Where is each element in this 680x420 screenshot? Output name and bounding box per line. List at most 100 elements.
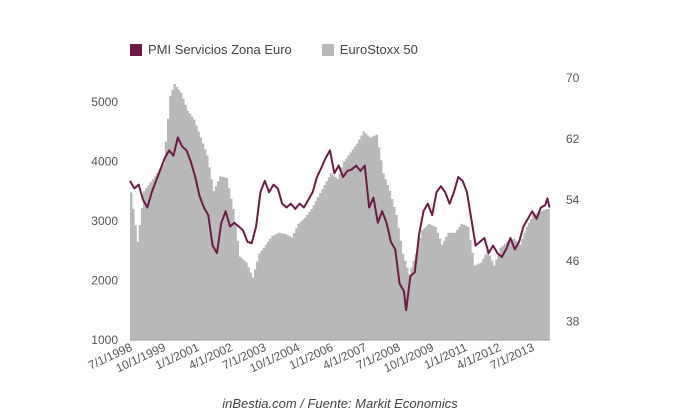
eurostoxx-bar (412, 260, 416, 340)
eurostoxx-bar (460, 223, 463, 340)
eurostoxx-bar (408, 274, 411, 340)
eurostoxx-bar (495, 259, 498, 340)
eurostoxx-bar (366, 135, 370, 340)
eurostoxx-bar (419, 237, 422, 340)
eurostoxx-bar (338, 173, 342, 340)
eurostoxx-bar (456, 229, 459, 340)
eurostoxx-bar (199, 137, 203, 340)
eurostoxx-bar (325, 181, 329, 340)
eurostoxx-bar (360, 135, 363, 340)
eurostoxx-bar (208, 167, 211, 340)
eurostoxx-bar (332, 175, 335, 340)
eurostoxx-bar (436, 232, 439, 340)
eurostoxx-bar (540, 210, 544, 340)
eurostoxx-bar (164, 141, 168, 340)
eurostoxx-bar (477, 263, 481, 340)
y-right-tick-label: 70 (566, 71, 580, 85)
eurostoxx-bar (345, 158, 348, 340)
eurostoxx-bar (214, 186, 218, 340)
eurostoxx-bar (349, 152, 353, 340)
eurostoxx-bar (262, 247, 266, 340)
eurostoxx-bar (384, 179, 387, 340)
legend-item-pmi: PMI Servicios Zona Euro (130, 42, 292, 57)
eurostoxx-bar (543, 209, 546, 340)
eurostoxx-bar (519, 244, 522, 340)
eurostoxx-bar (434, 226, 437, 340)
eurostoxx-bar (143, 191, 146, 340)
eurostoxx-bar (162, 164, 166, 340)
eurostoxx-bar (253, 269, 257, 340)
eurostoxx-bar (266, 241, 270, 340)
eurostoxx-bar (506, 241, 509, 340)
eurostoxx-bar (301, 219, 305, 340)
eurostoxx-bar (280, 233, 283, 340)
eurostoxx-bar (464, 225, 468, 340)
eurostoxx-bar (243, 260, 246, 340)
eurostoxx-bar (523, 232, 526, 340)
pmi-line (129, 136, 551, 312)
eurostoxx-bar (393, 207, 396, 340)
eurostoxx-bar (140, 208, 144, 340)
eurostoxx-bar (186, 110, 189, 340)
eurostoxx-bar (284, 234, 287, 340)
eurostoxx-bar (380, 160, 383, 340)
eurostoxx-bar (497, 253, 500, 340)
eurostoxx-bar (201, 143, 205, 340)
eurostoxx-bar (351, 149, 355, 340)
eurostoxx-bar (238, 256, 242, 340)
eurostoxx-bar (410, 267, 413, 340)
eurostoxx-bar (425, 225, 429, 340)
eurostoxx-bar (336, 179, 339, 340)
legend-label-pmi: PMI Servicios Zona Euro (148, 42, 292, 57)
eurostoxx-bar (171, 89, 174, 340)
eurostoxx-bar (438, 238, 442, 340)
eurostoxx-bar (371, 136, 374, 340)
eurostoxx-bar (482, 258, 485, 340)
eurostoxx-bar (390, 199, 394, 340)
eurostoxx-bar (382, 173, 385, 340)
eurostoxx-bar (316, 197, 320, 340)
eurostoxx-bar (249, 272, 253, 340)
eurostoxx-bar (223, 177, 226, 340)
eurostoxx-bar (447, 232, 450, 340)
eurostoxx-bar (232, 209, 235, 340)
eurostoxx-bar (327, 177, 331, 340)
eurostoxx-bar (132, 208, 135, 340)
eurostoxx-bar (343, 161, 346, 340)
legend: PMI Servicios Zona Euro EuroStoxx 50 (130, 42, 418, 57)
eurostoxx-bar (206, 155, 209, 340)
eurostoxx-bar (258, 253, 261, 340)
eurostoxx-bar (508, 240, 511, 340)
eurostoxx-bar (364, 133, 368, 340)
y-left-tick-label: 3000 (91, 214, 118, 228)
chart-caption: inBestia.com / Fuente: Markit Economics (222, 396, 458, 411)
eurostoxx-bar (147, 185, 150, 340)
eurostoxx-bar (427, 223, 431, 340)
eurostoxx-bar (312, 205, 316, 340)
eurostoxx-bar (273, 234, 276, 340)
eurostoxx-bar (534, 213, 537, 340)
eurostoxx-bar (264, 244, 268, 340)
eurostoxx-bar (440, 244, 444, 340)
eurostoxx-bar (190, 116, 194, 340)
y-left-tick-label: 5000 (91, 95, 118, 109)
eurostoxx-bar (493, 265, 496, 340)
y-right-tick-label: 38 (566, 315, 580, 329)
eurostoxx-bar (177, 89, 181, 340)
eurostoxx-bar (260, 250, 263, 340)
eurostoxx-bar (290, 237, 294, 340)
eurostoxx-bar (423, 227, 426, 340)
y-right-tick-label: 54 (566, 193, 580, 207)
eurostoxx-bar (295, 228, 298, 340)
eurostoxx-bar (173, 83, 176, 340)
eurostoxx-bar (236, 240, 239, 340)
eurostoxx-bar (362, 131, 366, 340)
eurostoxx-bar (334, 177, 337, 340)
eurostoxx-bar (503, 243, 507, 340)
eurostoxx-bar (512, 238, 516, 340)
eurostoxx-bar (221, 176, 224, 340)
eurostoxx-bar (251, 277, 255, 340)
eurostoxx-bar (525, 226, 529, 340)
eurostoxx-bar (545, 209, 548, 340)
